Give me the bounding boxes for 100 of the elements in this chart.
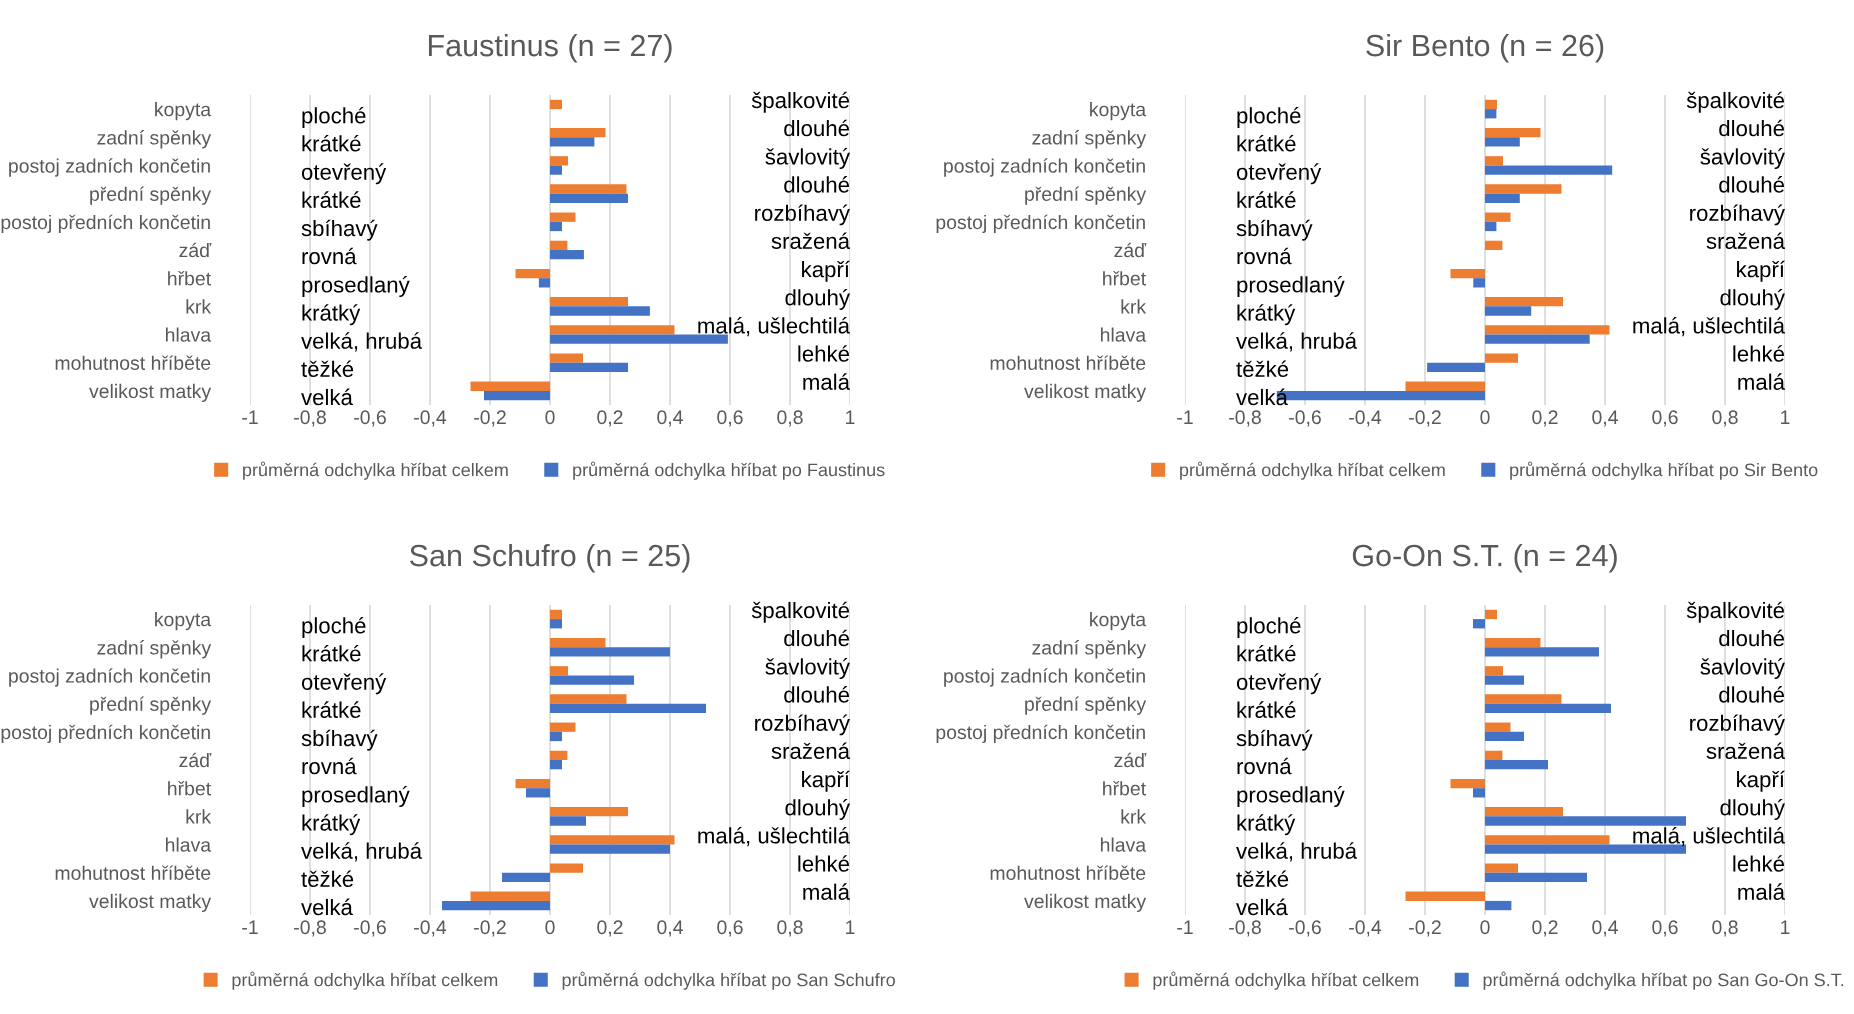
legend-label: průměrná odchylka hříbat po San Go-On S.T. — [1483, 971, 1844, 990]
bar — [550, 731, 562, 742]
bar — [470, 891, 550, 901]
annotation: šavlovitý — [765, 658, 850, 679]
bar — [1485, 297, 1563, 307]
annotation: špalkovité — [751, 91, 850, 113]
bar — [550, 807, 628, 817]
x-tick-label: 0,4 — [1592, 920, 1618, 937]
y-tick-label: hřbet — [1103, 271, 1146, 286]
annotation: špalkovité — [1686, 91, 1785, 113]
bar — [1473, 619, 1485, 629]
annotation: těžké — [1236, 870, 1289, 888]
bar — [550, 750, 568, 760]
y-tick-label: mohutnost hříběte — [990, 355, 1146, 370]
bar — [1473, 788, 1485, 798]
y-tick-label: hlava — [165, 837, 212, 852]
bar — [526, 788, 550, 798]
x-tick-label: -1 — [242, 920, 258, 934]
bar — [1485, 165, 1613, 175]
y-tick-label: postoj zadních končetin — [944, 158, 1145, 177]
x-tick-label: 0,8 — [777, 920, 803, 937]
y-tick-label: postoj zadních končetin — [9, 668, 210, 687]
annotation: kapří — [1737, 260, 1785, 282]
bar — [550, 703, 706, 713]
bar — [550, 306, 650, 316]
bar — [515, 778, 550, 789]
annotation: sbíhavý — [301, 219, 378, 241]
annotation: sražená — [771, 232, 850, 250]
x-tick-label: 0 — [1480, 410, 1490, 425]
y-tick-label: krk — [186, 299, 212, 314]
x-tick-label: 0 — [545, 410, 555, 425]
y-tick-label: kopyta — [1090, 102, 1147, 121]
annotation: rozbíhavý — [755, 204, 850, 226]
bar — [550, 666, 568, 676]
annotation: velká, hrubá — [1236, 842, 1358, 862]
y-tick-label: krk — [1121, 809, 1147, 824]
bar — [1485, 99, 1497, 110]
x-tick-label: 1 — [846, 920, 855, 934]
x-tick-label: 0,2 — [1532, 920, 1558, 937]
bar — [1485, 637, 1541, 648]
annotation: ploché — [302, 616, 366, 638]
annotation: ploché — [1237, 616, 1301, 638]
bar — [1485, 750, 1503, 760]
x-tick-label: 0,4 — [657, 410, 683, 427]
bar — [550, 325, 675, 335]
annotation: rozbíhavý — [1690, 204, 1785, 226]
annotation: krátký — [302, 304, 361, 326]
annotation: velká — [301, 898, 353, 916]
bar — [550, 297, 628, 307]
y-tick-label: záď — [1114, 752, 1147, 768]
annotation: dlouhé — [784, 686, 850, 703]
annotation: otevřený — [301, 673, 387, 695]
bar — [1485, 184, 1562, 194]
annotation: dlouhé — [784, 119, 850, 137]
x-tick-label: 0,8 — [1712, 920, 1738, 937]
bar — [1485, 156, 1503, 166]
bar — [1485, 675, 1524, 685]
bar — [442, 900, 550, 911]
annotation: malá, ušlechtilá — [1633, 316, 1786, 337]
annotation: krátké — [302, 134, 361, 152]
y-tick-label: hlava — [1100, 327, 1147, 342]
annotation: dlouhé — [784, 629, 850, 647]
bar — [1485, 816, 1686, 826]
bar — [1485, 731, 1524, 742]
y-tick-label: velikost matky — [1024, 383, 1147, 402]
x-tick-label: -0,6 — [1289, 920, 1321, 937]
annotation: šavlovitý — [1700, 148, 1785, 169]
annotation: otevřený — [1236, 163, 1322, 185]
annotation: kapří — [802, 770, 850, 792]
annotation: malá — [1738, 373, 1785, 390]
bar — [550, 212, 576, 222]
bar — [550, 362, 628, 373]
x-tick-label: 1 — [1781, 410, 1790, 424]
bar — [550, 694, 627, 704]
annotation: rovná — [302, 757, 357, 775]
x-tick-label: 0,8 — [777, 410, 803, 427]
bar — [550, 250, 584, 260]
y-tick-label: hlava — [165, 327, 212, 342]
annotation: prosedlaný — [1237, 276, 1345, 297]
x-tick-label: -1 — [1177, 410, 1193, 424]
annotation: dlouhý — [1720, 798, 1785, 820]
bar — [550, 137, 595, 147]
y-tick-label: zadní spěnky — [1032, 130, 1147, 149]
x-tick-label: 0,4 — [1592, 410, 1618, 427]
x-tick-label: -0,4 — [1349, 410, 1382, 427]
annotation: malá, ušlechtilá — [698, 826, 851, 847]
y-tick-label: krk — [186, 809, 212, 824]
legend-label: průměrná odchylka hříbat celkem — [232, 971, 498, 990]
annotation: prosedlaný — [302, 786, 410, 807]
annotation: malá — [1738, 883, 1785, 900]
x-tick-label: 1 — [846, 410, 855, 424]
bar — [550, 609, 562, 620]
y-tick-label: postoj předních končetin — [936, 724, 1145, 744]
y-tick-label: postoj předních končetin — [936, 214, 1145, 234]
annotation: rovná — [1237, 247, 1292, 265]
bar — [550, 165, 562, 175]
annotation: sražená — [1706, 232, 1785, 250]
bar — [1473, 278, 1485, 288]
y-tick-label: přední spěnky — [90, 696, 212, 715]
annotation: krátký — [1237, 304, 1296, 326]
